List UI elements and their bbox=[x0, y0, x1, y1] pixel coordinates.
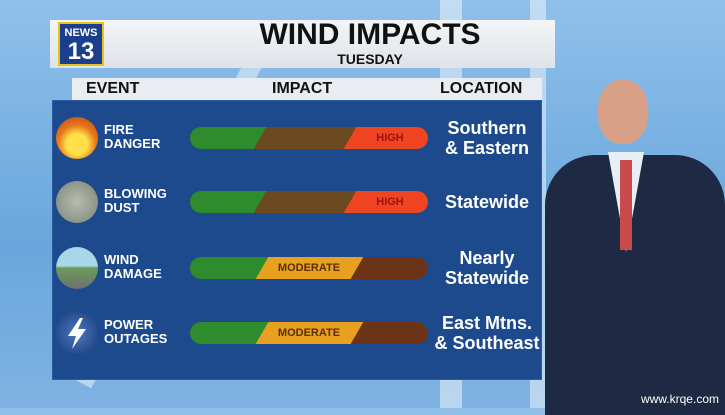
station-logo: NEWS 13 bbox=[58, 22, 104, 66]
title-bar bbox=[50, 20, 555, 68]
fire-icon bbox=[56, 117, 98, 159]
event-label: POWER OUTAGES bbox=[104, 317, 168, 346]
wind-damage-icon bbox=[56, 247, 98, 289]
impact-bar: MODERATE bbox=[190, 257, 428, 279]
impact-bar: MODERATE bbox=[190, 322, 428, 344]
lightning-icon bbox=[56, 312, 98, 354]
location-label: East Mtns. & Southeast bbox=[434, 313, 540, 353]
impact-level: MODERATE bbox=[277, 327, 341, 339]
location-label: Nearly Statewide bbox=[444, 248, 530, 288]
impact-row: FIRE DANGER HIGH Southern & Eastern bbox=[52, 113, 542, 163]
column-location: LOCATION bbox=[440, 80, 523, 97]
impact-bar: HIGH bbox=[190, 127, 428, 149]
location-label: Southern & Eastern bbox=[444, 118, 530, 158]
dust-icon bbox=[56, 181, 98, 223]
column-event: EVENT bbox=[86, 80, 140, 97]
presenter bbox=[545, 60, 725, 415]
impact-row: BLOWING DUST HIGH Statewide bbox=[52, 177, 542, 227]
column-impact: IMPACT bbox=[272, 80, 333, 97]
impact-level: MODERATE bbox=[277, 262, 341, 274]
impact-level: HIGH bbox=[376, 132, 404, 144]
impact-level: HIGH bbox=[376, 196, 404, 208]
event-label: WIND DAMAGE bbox=[104, 252, 162, 281]
impact-bar: HIGH bbox=[190, 191, 428, 213]
event-label: BLOWING DUST bbox=[104, 186, 167, 215]
location-label: Statewide bbox=[444, 192, 530, 212]
impact-row: WIND DAMAGE MODERATE Nearly Statewide bbox=[52, 243, 542, 293]
page-title: WIND IMPACTS bbox=[259, 18, 481, 51]
page-subtitle: TUESDAY bbox=[337, 51, 403, 67]
watermark: www.krqe.com bbox=[640, 392, 719, 406]
column-header-bar bbox=[72, 78, 542, 100]
impact-row: POWER OUTAGES MODERATE East Mtns. & Southe… bbox=[52, 308, 542, 358]
event-label: FIRE DANGER bbox=[104, 122, 161, 151]
